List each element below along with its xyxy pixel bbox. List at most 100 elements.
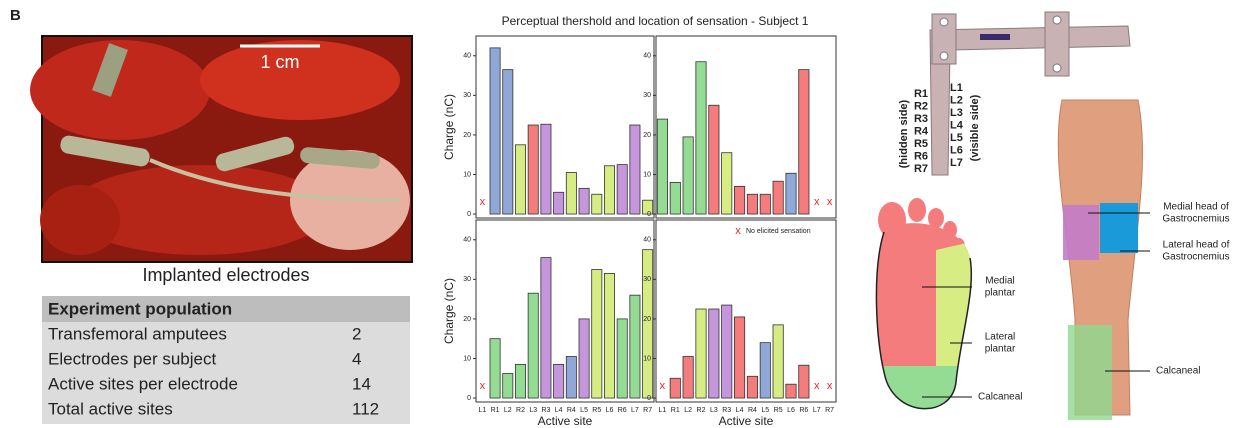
x-tick-label: R4	[567, 407, 576, 414]
bar	[760, 194, 770, 214]
site-label: L5	[950, 132, 963, 144]
x-tick-label: R5	[592, 407, 601, 414]
no-sensation-marker: x	[814, 196, 820, 208]
site-label: L1	[950, 82, 963, 94]
bar	[503, 70, 513, 214]
x-tick-label: R2	[516, 407, 525, 414]
charts: 0 10 20 30 40 x Perceptual thershold and locat…	[442, 14, 836, 428]
table-row-value: 2	[352, 324, 361, 343]
x-tick-label: L3	[529, 407, 537, 414]
photo: 1 cm	[30, 36, 412, 262]
bar	[734, 317, 744, 398]
leg-label: Gastrocnemius	[1162, 252, 1229, 263]
y-tick-label: 0	[647, 395, 651, 402]
x-tick-label: R6	[618, 407, 627, 414]
bar	[617, 319, 627, 398]
site-label: L7	[950, 157, 963, 169]
population-table: Experiment population Transfemoral amput…	[42, 296, 410, 424]
chart-title: Perceptual thershold and location of sen…	[502, 14, 809, 28]
y-axis-label: Charge (nC)	[442, 278, 456, 344]
bar	[515, 364, 525, 398]
x-tick-label: L5	[761, 407, 769, 414]
foot-label: plantar	[985, 344, 1016, 355]
foot-label: Calcaneal	[978, 392, 1022, 403]
page: { "panel_label": "B", "photo": {"scale_b…	[0, 0, 1242, 428]
y-axis-label: Charge (nC)	[442, 94, 456, 160]
no-sensation-marker: x	[814, 380, 820, 392]
leg-label: Calcaneal	[1156, 366, 1200, 377]
x-tick-label: R4	[748, 407, 757, 414]
x-tick-label: L5	[580, 407, 588, 414]
x-tick-label: L6	[606, 407, 614, 414]
panel-label: B	[10, 7, 21, 24]
bar	[696, 62, 706, 214]
y-tick-label: 20	[463, 316, 471, 323]
bar	[786, 173, 796, 214]
y-tick-label: 40	[463, 53, 471, 60]
legend-marker: x	[735, 225, 741, 237]
scale-bar-label: 1 cm	[260, 52, 299, 72]
table-row-label: Transfemoral amputees	[48, 324, 227, 343]
table-row-value: 4	[352, 349, 361, 368]
site-label: R7	[914, 163, 928, 175]
bar	[773, 325, 783, 398]
table-row-label: Electrodes per subject	[48, 349, 216, 368]
y-tick-label: 30	[643, 276, 651, 283]
x-tick-label: R1	[671, 407, 680, 414]
bar	[722, 153, 732, 214]
bar	[683, 137, 693, 214]
y-tick-label: 10	[463, 171, 471, 178]
site-label: L2	[950, 94, 963, 106]
table-row-value: 112	[352, 399, 379, 418]
x-axis-label: Active site	[538, 414, 593, 428]
bar	[490, 48, 500, 214]
bar	[630, 125, 640, 214]
y-tick-label: 30	[643, 92, 651, 99]
bar	[604, 166, 614, 214]
site-label: L6	[950, 144, 963, 156]
legend-label: No elicited sensation	[746, 228, 811, 235]
bar	[541, 258, 551, 398]
y-tick-label: 20	[643, 132, 651, 139]
site-label: R6	[914, 150, 928, 162]
table-row-label: Total active sites	[48, 399, 173, 418]
leg-label: Gastrocnemius	[1162, 214, 1229, 225]
bar	[566, 357, 576, 399]
leg-label: Lateral head of	[1163, 240, 1230, 251]
table-row-label: Active sites per electrode	[48, 374, 238, 393]
no-sensation-marker: x	[827, 380, 833, 392]
y-tick-label: 40	[463, 237, 471, 244]
bar	[528, 293, 538, 398]
no-sensation-marker: x	[660, 380, 666, 392]
bar	[541, 124, 551, 214]
bar	[722, 305, 732, 398]
bar	[566, 173, 576, 215]
leg-label: Medial head of	[1163, 202, 1229, 213]
bar	[490, 339, 500, 398]
y-tick-label: 0	[647, 211, 651, 218]
x-axis-label: Active site	[719, 414, 774, 428]
bar	[579, 188, 589, 214]
bar	[799, 70, 809, 214]
bar	[734, 186, 744, 214]
bar	[709, 105, 719, 214]
bar	[592, 269, 602, 398]
x-tick-label: R2	[697, 407, 706, 414]
x-tick-label: R5	[774, 407, 783, 414]
bar	[683, 357, 693, 399]
foot-label: Medial	[985, 276, 1014, 287]
x-tick-label: L4	[736, 407, 744, 414]
figure: B 1 cm Implanted electrodes Experiment p…	[0, 0, 1242, 428]
x-tick-label: L3	[710, 407, 718, 414]
bar	[554, 192, 564, 214]
site-label: R3	[914, 113, 928, 125]
no-sensation-marker: x	[480, 380, 486, 392]
x-tick-label: L1	[478, 407, 486, 414]
photo-caption: Implanted electrodes	[142, 265, 309, 285]
y-tick-label: 20	[463, 132, 471, 139]
x-tick-label: L2	[504, 407, 512, 414]
bar	[592, 194, 602, 214]
x-tick-label: L7	[631, 407, 639, 414]
